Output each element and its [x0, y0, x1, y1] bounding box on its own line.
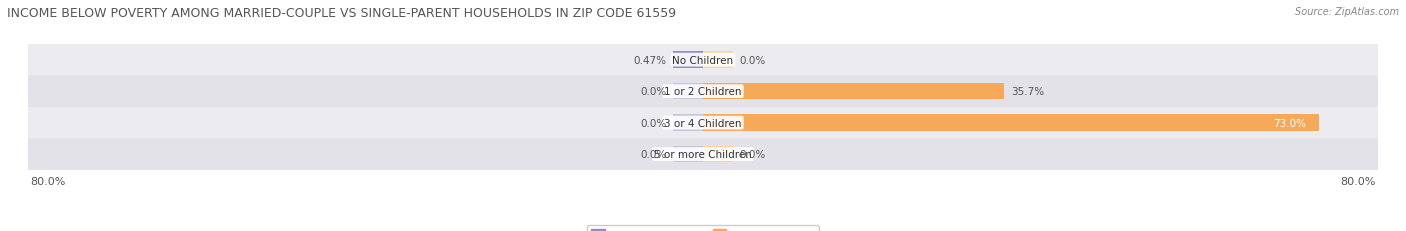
Bar — [28, 139, 1378, 170]
Bar — [703, 115, 1319, 131]
Bar — [673, 84, 703, 100]
Text: 80.0%: 80.0% — [1340, 176, 1375, 186]
Text: 0.0%: 0.0% — [641, 87, 666, 97]
Bar — [703, 52, 733, 69]
Text: 0.0%: 0.0% — [740, 149, 765, 159]
Text: 73.0%: 73.0% — [1274, 118, 1306, 128]
Text: 0.0%: 0.0% — [641, 149, 666, 159]
Text: Source: ZipAtlas.com: Source: ZipAtlas.com — [1295, 7, 1399, 17]
Bar — [673, 146, 703, 163]
Text: 0.0%: 0.0% — [641, 118, 666, 128]
Bar — [673, 115, 703, 131]
Bar — [28, 45, 1378, 76]
Text: 1 or 2 Children: 1 or 2 Children — [664, 87, 742, 97]
Bar — [703, 84, 1004, 100]
Bar — [673, 52, 703, 69]
Bar — [28, 107, 1378, 139]
Text: 0.0%: 0.0% — [740, 55, 765, 65]
Legend: Married Couples, Single Parents: Married Couples, Single Parents — [586, 225, 820, 231]
Text: 3 or 4 Children: 3 or 4 Children — [664, 118, 742, 128]
Bar — [703, 146, 733, 163]
Text: 5 or more Children: 5 or more Children — [654, 149, 752, 159]
Text: 35.7%: 35.7% — [1011, 87, 1045, 97]
Text: INCOME BELOW POVERTY AMONG MARRIED-COUPLE VS SINGLE-PARENT HOUSEHOLDS IN ZIP COD: INCOME BELOW POVERTY AMONG MARRIED-COUPL… — [7, 7, 676, 20]
Text: No Children: No Children — [672, 55, 734, 65]
Text: 80.0%: 80.0% — [31, 176, 66, 186]
Text: 0.47%: 0.47% — [634, 55, 666, 65]
Bar — [28, 76, 1378, 107]
